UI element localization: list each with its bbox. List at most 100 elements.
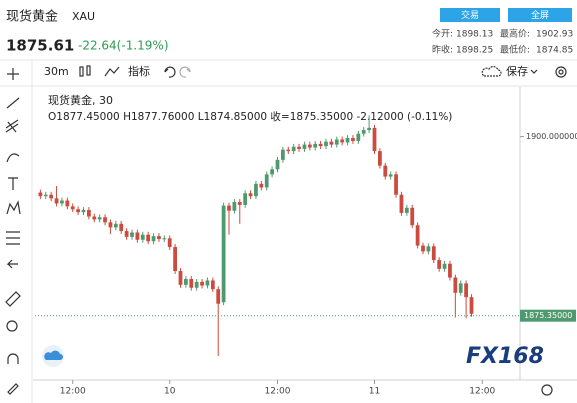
candle-body [313,143,318,148]
candle-body [205,280,210,286]
zoom-tool[interactable] [6,320,18,332]
pencil-tool[interactable] [7,383,19,395]
line-tool[interactable] [6,97,20,109]
candle-body [232,201,237,211]
x-tick-label: 12:00 [469,387,495,397]
fullscreen-button-label[interactable]: 全屏 [531,9,549,21]
candle-body [275,159,280,170]
candle-body [415,225,420,246]
stat-value: 1874.85 [536,46,573,56]
candle-body [248,193,253,197]
candle-body [270,169,274,175]
price-label-box [520,309,576,322]
instrument-name: 现货黄金 [6,9,58,25]
candle-body [404,207,409,213]
axis-settings[interactable] [541,384,553,396]
candle-body [426,246,431,252]
magnet-tool[interactable] [7,353,19,364]
candle-body [351,138,355,141]
candle-body [302,144,307,149]
save[interactable]: 保存 [506,64,528,78]
candle-body [184,279,188,285]
save-menu[interactable] [530,69,538,74]
crosshair-tool[interactable] [7,68,19,80]
undo[interactable] [164,66,176,78]
candle-body [345,138,350,143]
candle-body [140,234,145,240]
x-tick-label: 11 [369,387,380,397]
candle-body [108,222,113,228]
candle-body [49,194,54,199]
candle-body [291,146,296,152]
candle-body [81,209,86,213]
candle-body [54,198,59,204]
indicators[interactable]: 指标 [128,64,150,78]
ruler-tool[interactable] [5,291,21,307]
settings-center [558,69,564,75]
candle-body [329,141,334,145]
prediction-tool[interactable] [6,231,20,245]
stat-label: 最低价: [500,44,530,56]
fib-tool[interactable] [5,119,19,133]
back-tool[interactable] [6,259,18,269]
candle-body [119,223,124,232]
candle-body [92,216,97,220]
candle-body [221,205,226,303]
candle-body [173,247,177,272]
indicator-icon[interactable] [104,66,120,77]
legend-ohlc: O1877.45000 H1877.76000 L1874.85000 收=18… [48,110,452,123]
candle-body [167,238,172,248]
cloud-icon[interactable] [481,66,502,77]
last-price: 1875.61 [6,37,74,55]
candle-body [124,231,129,237]
candle-body [442,263,447,269]
candle-body [87,209,91,217]
stat-value: 1902.93 [536,30,573,40]
candle-body [135,232,140,240]
candle-body [318,143,323,147]
candle-body [361,130,366,134]
candle-body [157,236,161,240]
trade-button-label[interactable]: 交易 [461,9,479,21]
candle-body [43,194,48,197]
candle-body [340,139,345,143]
candle-body [200,281,204,286]
stat-value: 1898.13 [456,30,493,40]
candle-body [458,283,463,293]
redo[interactable] [179,66,191,78]
candle-body [281,149,285,160]
interval[interactable]: 30m [44,65,69,78]
candle-body [286,149,291,152]
candle-body [189,279,194,288]
candle-body [194,281,199,288]
stat-label: 最高价: [500,28,530,40]
candle-body [60,200,64,204]
candle-icon[interactable] [79,65,91,77]
candle-body [151,236,156,242]
trade-button[interactable] [440,8,500,22]
candle-body [394,174,398,195]
candle-body [97,217,102,220]
candle-body [38,192,43,197]
settings[interactable] [555,66,567,78]
candle-body [464,283,468,298]
candle-body [356,133,361,141]
candle-body [162,238,167,240]
candle-body [76,209,80,213]
candle-body [307,144,312,148]
candle-body [216,289,221,304]
x-tick-label: 10 [164,387,176,397]
brush-tool[interactable] [6,153,20,163]
text-tool[interactable] [8,177,18,190]
price-label: 1875.35000 [524,311,572,320]
candle-body [399,194,404,213]
candle-body [372,127,377,152]
fullscreen-button[interactable] [508,8,572,22]
candle-body [431,246,436,261]
candle-body [421,245,425,252]
drawing-tools [5,60,33,403]
legend-title: 现货黄金, 30 [48,93,113,107]
watermark: FX168 [466,344,544,369]
stat-value: 1898.25 [456,46,493,56]
pattern-tool[interactable] [6,200,21,215]
